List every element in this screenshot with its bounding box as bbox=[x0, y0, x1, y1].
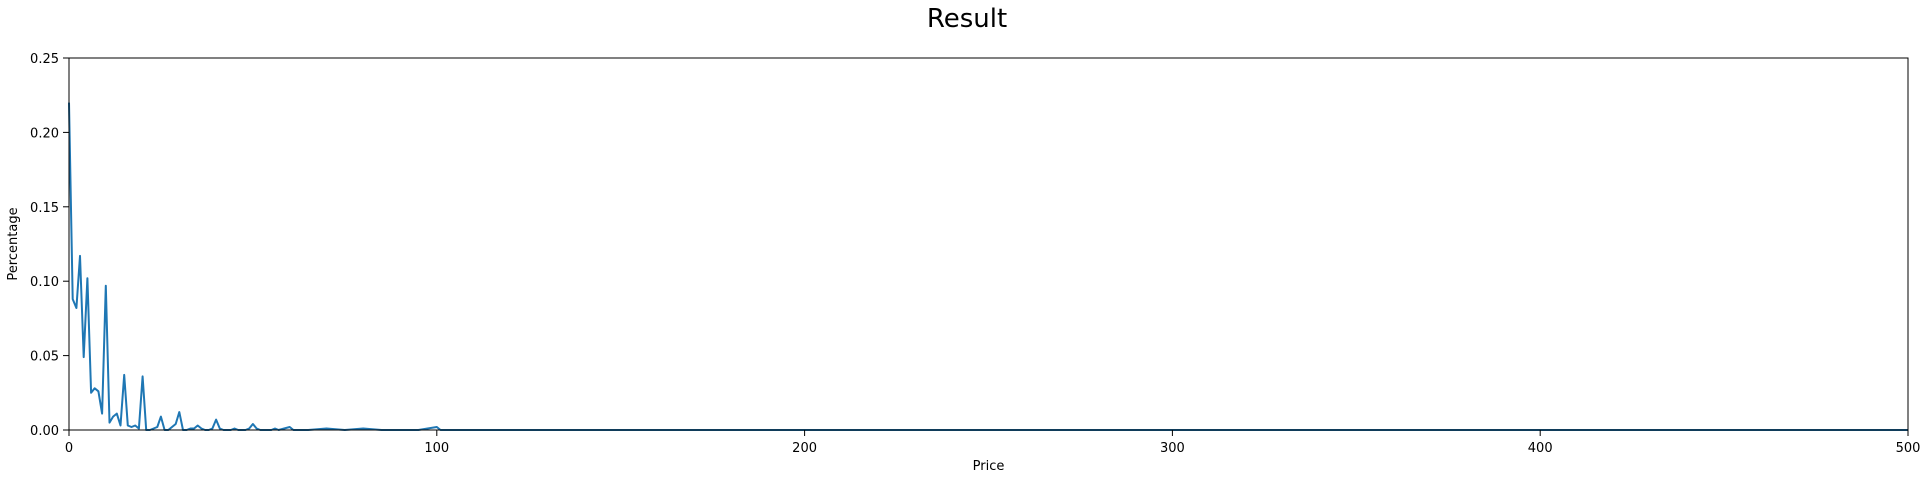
y-axis: 0.00 0.05 0.10 0.15 0.20 0.25 bbox=[30, 52, 69, 439]
y-tick-label: 0.05 bbox=[30, 350, 59, 365]
y-tick-label: 0.20 bbox=[30, 126, 59, 141]
x-tick-label: 300 bbox=[1160, 441, 1185, 456]
x-tick-label: 100 bbox=[424, 441, 449, 456]
plot-frame bbox=[68, 57, 1909, 431]
y-axis-label: Percentage bbox=[6, 207, 21, 280]
x-axis-label: Price bbox=[973, 459, 1005, 474]
plot-area bbox=[68, 57, 1909, 431]
data-series-line bbox=[68, 102, 1908, 431]
x-tick-label: 400 bbox=[1528, 441, 1553, 456]
y-tick-label: 0.00 bbox=[30, 424, 59, 439]
x-tick-label: 0 bbox=[65, 441, 73, 456]
x-tick-label: 200 bbox=[792, 441, 817, 456]
chart-title: Result bbox=[927, 4, 1007, 34]
y-tick-label: 0.25 bbox=[30, 52, 59, 67]
y-tick-label: 0.15 bbox=[30, 201, 59, 216]
x-tick-label: 500 bbox=[1896, 441, 1920, 456]
x-axis: 0 100 200 300 400 500 bbox=[65, 430, 1920, 456]
y-tick-label: 0.10 bbox=[30, 275, 59, 290]
